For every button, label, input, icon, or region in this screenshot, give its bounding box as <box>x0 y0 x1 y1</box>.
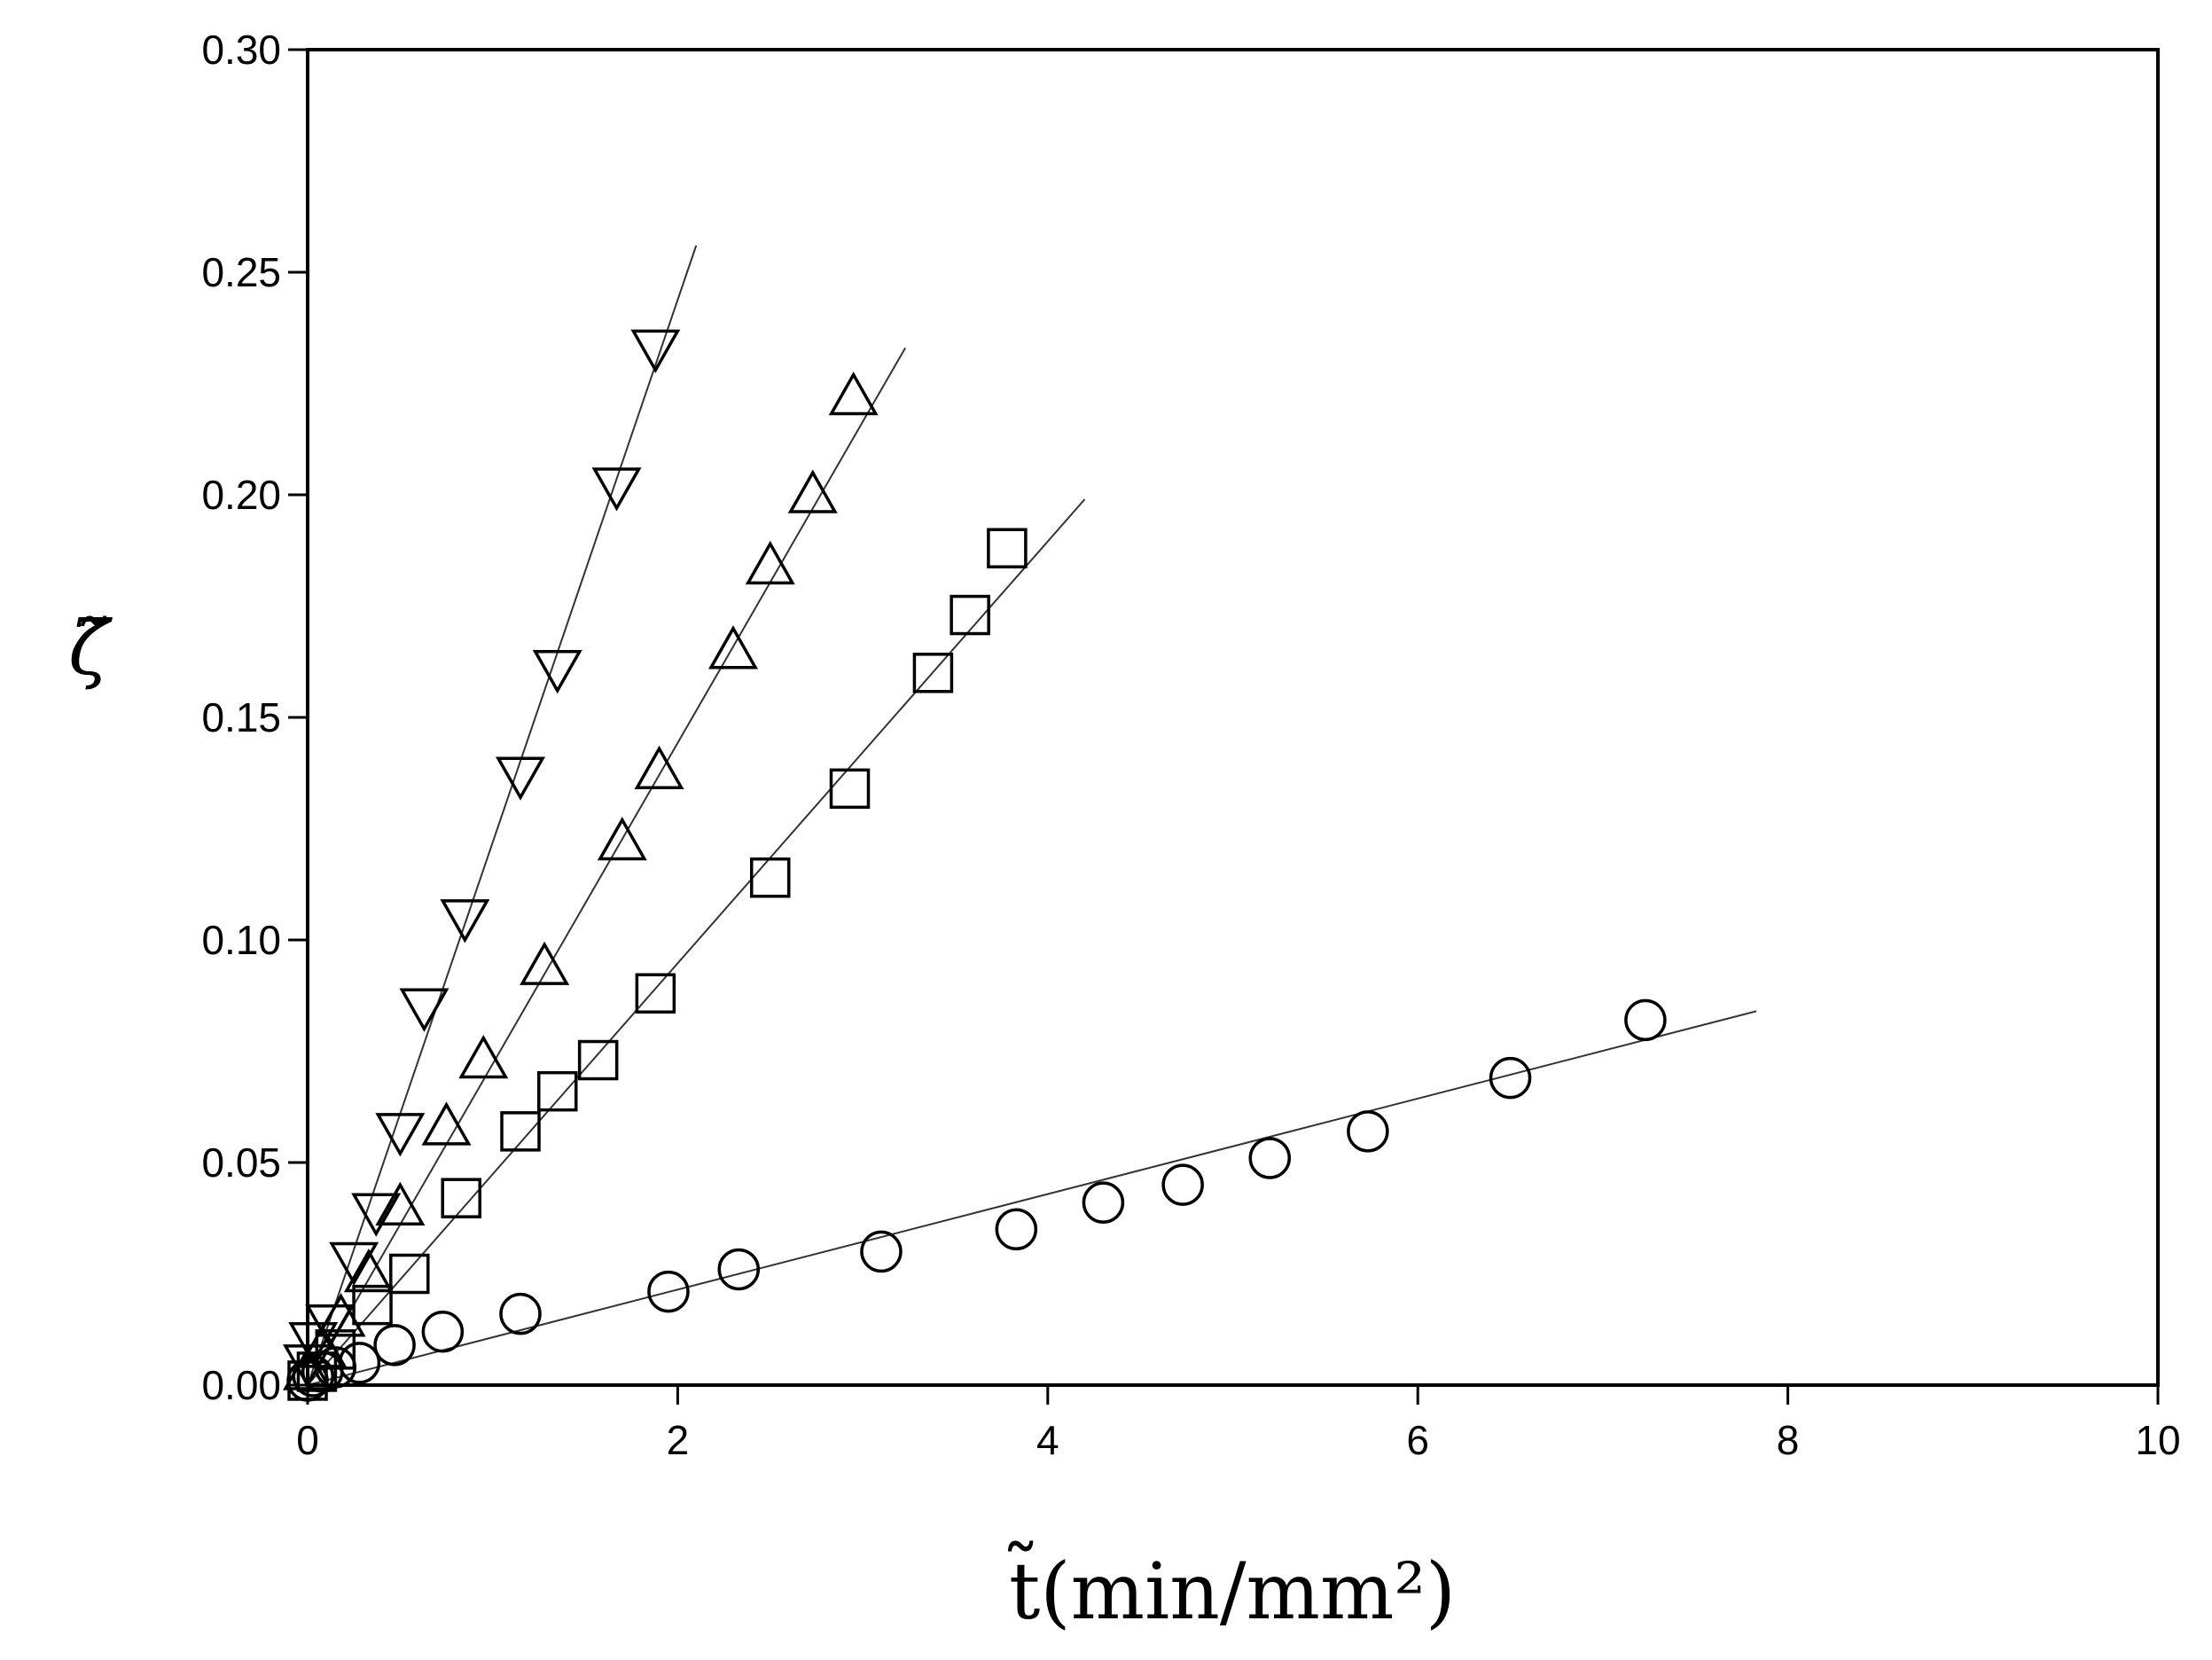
data-point-circle <box>1489 1056 1532 1100</box>
data-point-triangle-up <box>375 1181 426 1225</box>
data-point-square <box>912 653 954 693</box>
y-tick-label: 0.00 <box>201 1362 281 1408</box>
data-point-triangle-down <box>305 1304 356 1349</box>
data-point-square <box>635 973 676 1014</box>
fit-line-square <box>307 498 1086 1386</box>
data-point-circle <box>647 1270 690 1313</box>
data-point-triangle-down <box>591 467 642 512</box>
data-point-square <box>315 1329 356 1370</box>
data-point-triangle-up <box>708 625 759 669</box>
data-point-triangle-up <box>343 1248 394 1293</box>
data-point-triangle-up <box>745 540 795 585</box>
x-axis: 0 2 4 6 8 10 <box>296 1385 2181 1463</box>
data-point-triangle-down <box>375 1113 426 1157</box>
data-point-square <box>829 768 871 810</box>
y-axis-title: ζ̃ <box>68 605 113 692</box>
fit-line-circle <box>307 1010 1757 1386</box>
x-tick-label: 10 <box>2135 1417 2180 1463</box>
data-point-circle <box>1248 1137 1291 1179</box>
data-point-triangle-down <box>399 988 449 1032</box>
data-point-triangle-down <box>288 1322 339 1366</box>
y-axis: 0.00 0.05 0.10 0.15 0.20 0.25 0.30 <box>201 27 308 1408</box>
data-point-triangle-up <box>634 745 684 789</box>
y-tick-label: 0.10 <box>201 917 281 963</box>
data-point-square <box>987 528 1028 568</box>
data-point-triangle-up <box>828 372 879 416</box>
data-point-triangle-up <box>316 1293 366 1337</box>
data-point-square <box>536 1070 578 1112</box>
data-point-circle <box>1624 998 1667 1042</box>
data-point-triangle-up <box>597 817 647 861</box>
y-tick-label: 0.15 <box>201 694 281 740</box>
data-point-circle <box>1347 1110 1389 1153</box>
data-point-square <box>389 1253 430 1295</box>
data-point-circle <box>338 1342 381 1384</box>
y-tick-label: 0.20 <box>201 472 281 518</box>
data-point-circle <box>995 1208 1038 1251</box>
data-point-triangle-up <box>458 1034 509 1079</box>
data-point-triangle-down <box>532 650 582 694</box>
data-point-circle <box>373 1324 416 1366</box>
data-point-circle <box>421 1311 465 1353</box>
data-point-circle <box>1161 1163 1204 1206</box>
data-point-square <box>750 857 791 898</box>
x-tick-label: 4 <box>1036 1417 1059 1463</box>
data-point-triangle-up <box>520 941 570 985</box>
data-point-triangle-down <box>495 756 546 801</box>
y-tick-label: 0.30 <box>201 27 281 73</box>
data-point-circle <box>860 1230 903 1273</box>
x-tick-label: 8 <box>1777 1417 1800 1463</box>
data-point-circle <box>499 1292 542 1335</box>
x-axis-title: t̃(min/mm²) <box>1007 1541 1456 1637</box>
data-point-circle <box>1082 1181 1125 1224</box>
data-point-triangle-up <box>421 1101 472 1146</box>
data-point-square <box>500 1111 541 1152</box>
x-tick-label: 6 <box>1406 1417 1429 1463</box>
data-point-triangle-down <box>329 1241 379 1286</box>
data-point-triangle-up <box>787 469 838 513</box>
data-point-circle <box>717 1248 761 1291</box>
data-point-triangle-down <box>630 329 681 373</box>
data-point-square <box>441 1178 481 1218</box>
data-point-triangle-down <box>440 899 490 944</box>
fit-line-triangle-up <box>307 347 906 1386</box>
x-tick-label: 0 <box>296 1417 319 1463</box>
data-point-square <box>577 1039 619 1081</box>
y-tick-label: 0.05 <box>201 1139 281 1186</box>
data-point-triangle-down <box>351 1193 402 1237</box>
data-point-square <box>950 594 990 636</box>
y-tick-label: 0.25 <box>201 249 281 295</box>
x-tick-label: 2 <box>667 1417 690 1463</box>
